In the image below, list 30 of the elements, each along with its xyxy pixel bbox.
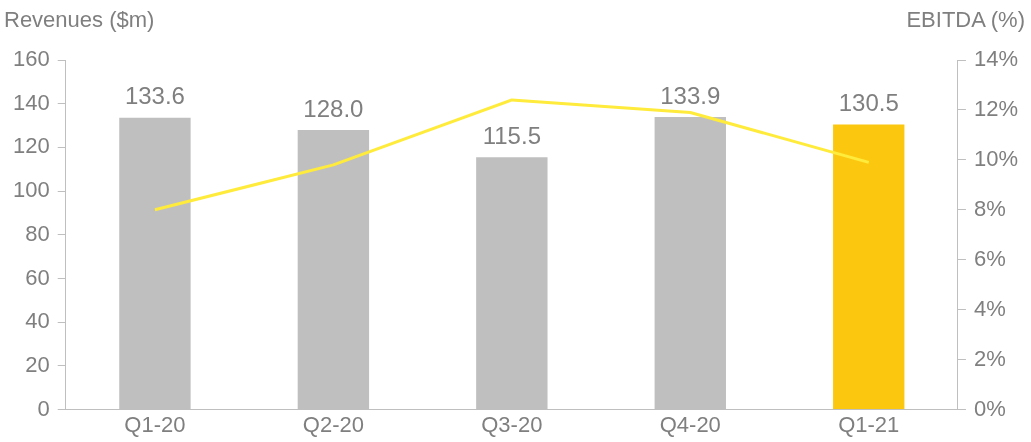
y2-tick-label: 2% (973, 345, 1006, 371)
x-tick-label: Q3-20 (481, 411, 543, 437)
y2-tick-label: 10% (973, 145, 1019, 171)
y2-tick-label: 8% (973, 195, 1006, 221)
y2-tick-label: 12% (973, 96, 1019, 122)
y-tick-label: 80 (25, 220, 50, 246)
y2-tick-label: 6% (973, 245, 1006, 271)
y-tick-label: 160 (12, 46, 50, 72)
y-tick-label: 100 (12, 177, 50, 203)
bar (833, 124, 905, 410)
y2-tick-label: 14% (973, 46, 1019, 72)
y2-tick-label: 0% (973, 395, 1006, 421)
data-label: 128.0 (303, 94, 364, 122)
data-label: 130.5 (838, 89, 899, 117)
x-tick-label: Q1-20 (124, 411, 186, 437)
y-tick-label: 20 (25, 351, 50, 377)
x-tick-label: Q2-20 (302, 411, 364, 437)
x-tick-label: Q1-21 (838, 411, 900, 437)
y-tick-label: 120 (12, 133, 50, 159)
y2-axis-title: EBITDA (%) (906, 7, 1025, 33)
y-tick-label: 140 (12, 89, 50, 115)
y-tick-label: 60 (25, 264, 50, 290)
x-tick-label: Q4-20 (659, 411, 721, 437)
y-axis-title: Revenues ($m) (4, 7, 155, 33)
data-label: 133.9 (660, 81, 721, 109)
y2-tick-label: 4% (973, 295, 1006, 321)
data-label: 115.5 (482, 121, 541, 149)
data-label: 133.6 (124, 82, 185, 110)
y-tick-label: 40 (25, 308, 50, 334)
y-tick-label: 0 (37, 395, 50, 421)
